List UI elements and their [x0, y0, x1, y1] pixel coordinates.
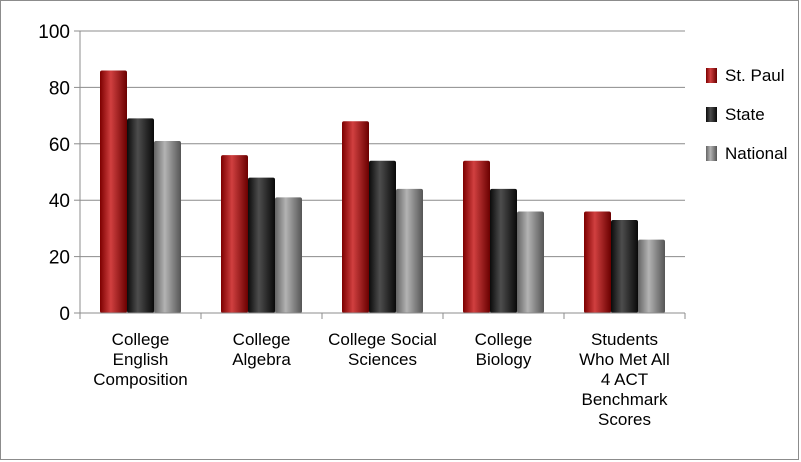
legend-label: National: [725, 144, 787, 163]
bar-national-3: [396, 188, 423, 313]
bars: [100, 70, 665, 314]
bar-state-1: [127, 118, 154, 313]
bar-st-paul-5: [584, 211, 611, 313]
legend-label: St. Paul: [725, 66, 785, 85]
x-category-label: College: [112, 330, 170, 349]
x-category-label: Biology: [476, 350, 532, 369]
bar-st-paul-3: [342, 121, 369, 314]
bar-st-paul-1: [100, 70, 127, 313]
bar-st-paul-4: [463, 160, 490, 313]
x-category-label: College: [475, 330, 533, 349]
bar-state-4: [490, 188, 517, 313]
axes: 020406080100CollegeEnglishCompositionCol…: [38, 22, 686, 429]
legend-label: State: [725, 105, 765, 124]
y-tick-label: 0: [59, 304, 70, 325]
x-category-label: College: [233, 330, 291, 349]
legend-swatch-state: [706, 107, 717, 122]
x-category-label: Scores: [598, 410, 651, 429]
bar-national-2: [275, 197, 302, 313]
bar-national-4: [517, 211, 544, 313]
x-category-label: Who Met All: [579, 350, 670, 369]
bar-state-3: [369, 160, 396, 313]
bar-state-5: [611, 219, 638, 313]
y-tick-label: 100: [38, 22, 70, 43]
legend-swatch-national: [706, 146, 717, 161]
x-category-label: Sciences: [348, 350, 417, 369]
x-category-label: College Social: [328, 330, 437, 349]
x-category-label: Students: [591, 330, 658, 349]
y-tick-label: 60: [49, 135, 70, 156]
bar-st-paul-2: [221, 155, 248, 313]
x-category-label: Composition: [93, 370, 188, 389]
y-tick-label: 40: [49, 191, 70, 212]
y-tick-label: 80: [49, 78, 70, 99]
bar-national-1: [154, 140, 181, 313]
legend: St. Paul State National: [706, 66, 787, 163]
y-tick-label: 20: [49, 248, 70, 269]
bar-national-5: [638, 239, 665, 313]
x-category-label: Benchmark: [582, 390, 668, 409]
x-category-label: Algebra: [232, 350, 291, 369]
x-category-label: 4 ACT: [601, 370, 648, 389]
legend-swatch-st-paul: [706, 68, 717, 83]
x-category-label: English: [113, 350, 169, 369]
bar-state-2: [248, 177, 275, 313]
